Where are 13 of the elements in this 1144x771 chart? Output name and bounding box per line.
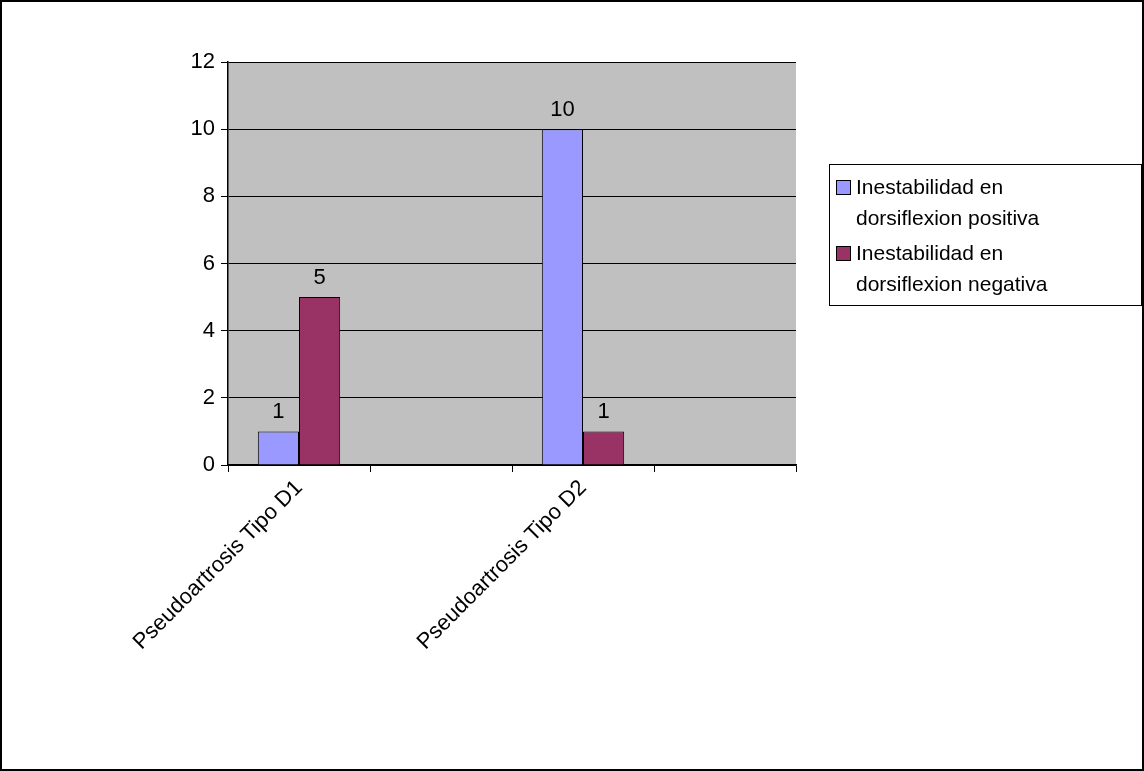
data-label: 1 [272, 398, 285, 424]
y-tick-label: 0 [202, 451, 215, 477]
y-tick-label: 2 [202, 383, 215, 409]
legend-label: Inestabilidad en dorsiflexion negativa [856, 240, 1049, 297]
legend-label: Inestabilidad en dorsiflexion positiva [856, 174, 1041, 231]
data-label: 1 [597, 398, 610, 424]
y-tick-label: 8 [202, 182, 215, 208]
data-label: 10 [550, 96, 575, 122]
y-tick-label: 12 [190, 48, 215, 74]
y-tick-label: 6 [202, 249, 215, 275]
y-tick-label: 10 [190, 115, 215, 141]
y-tick-label: 4 [202, 316, 215, 342]
data-label: 5 [313, 264, 326, 290]
